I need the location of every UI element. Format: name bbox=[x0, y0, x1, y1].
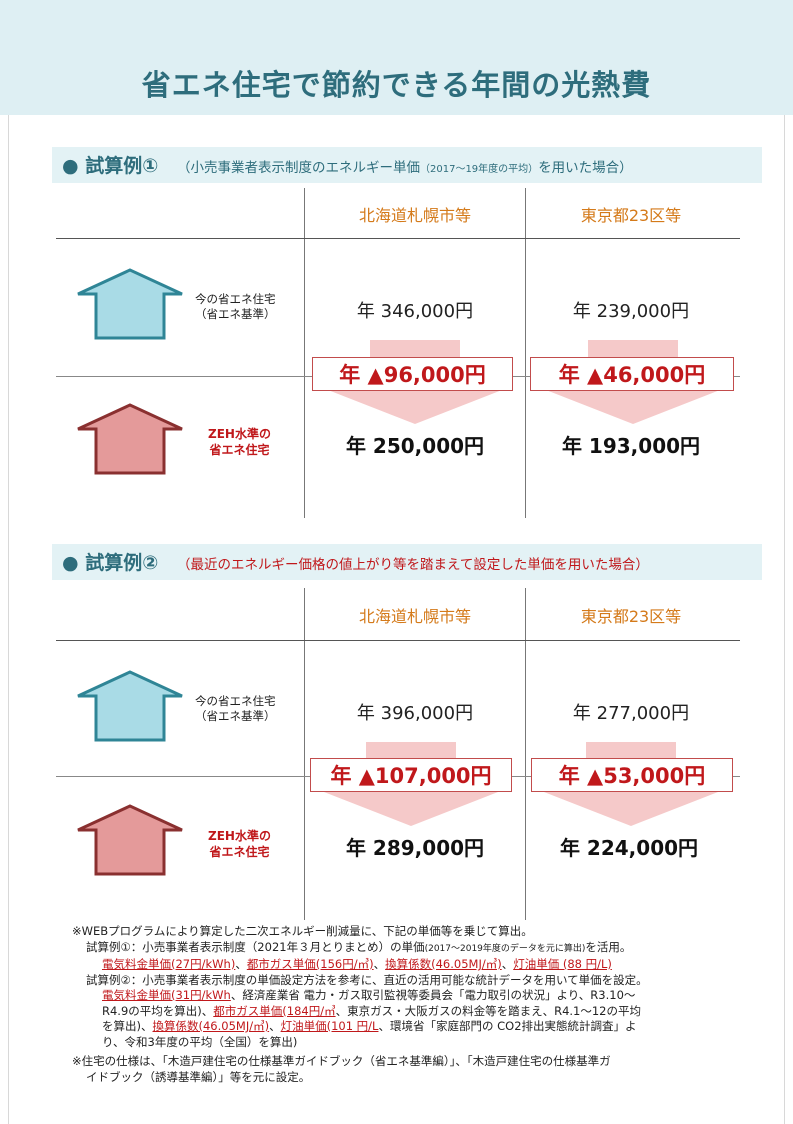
case2-heading: ● 試算例② bbox=[62, 552, 159, 574]
case1-col-sapporo: 北海道札幌市等 bbox=[358, 206, 471, 225]
case1-current-tokyo: 年 239,000円 bbox=[572, 301, 690, 322]
case1-zeh-tokyo: 年 193,000円 bbox=[561, 434, 701, 458]
case2-col-sapporo: 北海道札幌市等 bbox=[358, 607, 471, 626]
case2-divider-1 bbox=[304, 588, 305, 920]
case1-subtitle: （小売事業者表示制度のエネルギー単価（2017～19年度の平均）を用いた場合） bbox=[177, 160, 633, 176]
case1-zeh-sapporo: 年 250,000円 bbox=[345, 434, 485, 458]
case2-divider-2 bbox=[525, 588, 526, 920]
case1-current-label: 今の省エネ住宅 （省エネ基準） bbox=[195, 292, 276, 321]
note-case2-line4: を算出)、換算係数(46.05MJ/㎥)、灯油単価(101 円/L、環境省「家庭… bbox=[102, 1019, 637, 1033]
page-title: 省エネ住宅で節約できる年間の光熱費 bbox=[141, 68, 652, 102]
case1-saving-tokyo: 年 ▲46,000円 bbox=[530, 357, 734, 391]
case1-divider-2 bbox=[525, 188, 526, 518]
zeh-house-icon bbox=[77, 403, 183, 475]
note-case1: 試算例①：小売事業者表示制度（2021年３月とりまとめ）の単価(2017～201… bbox=[86, 939, 632, 954]
case1-heading: ● 試算例① bbox=[62, 155, 159, 177]
note-spec-1: ※住宅の仕様は、「木造戸建住宅の仕様基準ガイドブック（省エネ基準編）」、「木造戸… bbox=[72, 1054, 611, 1068]
note-case2-line3: R4.9の平均を算出)、都市ガス単価(184円/㎥、東京ガス・大阪ガスの料金等を… bbox=[102, 1003, 641, 1018]
note-case2-line2: 電気料金単価(31円/kWh、経済産業省 電力・ガス取引監視等委員会「電力取引の… bbox=[102, 988, 636, 1002]
case2-subtitle: （最近のエネルギー価格の値上がり等を踏まえて設定した単価を用いた場合） bbox=[177, 557, 649, 573]
case2-saving-tokyo: 年 ▲53,000円 bbox=[531, 758, 733, 792]
note-main: ※WEBプログラムにより算定した二次エネルギー削減量に、下記の単価等を乗じて算出… bbox=[72, 924, 533, 938]
note-spec-2: イドブック（誘導基準編）」等を元に設定。 bbox=[86, 1069, 311, 1084]
zeh-house-icon bbox=[77, 804, 183, 876]
case2-zeh-sapporo: 年 289,000円 bbox=[345, 836, 485, 860]
page-frame bbox=[8, 0, 785, 1124]
case2-col-tokyo: 東京都23区等 bbox=[580, 607, 682, 626]
footnotes: ※WEBプログラムにより算定した二次エネルギー削減量に、下記の単価等を乗じて算出… bbox=[72, 924, 752, 1085]
case2-zeh-tokyo: 年 224,000円 bbox=[559, 836, 699, 860]
case1-header-rule bbox=[56, 238, 740, 239]
note-case2-line5: り、令和3年度の平均（全国）を算出) bbox=[102, 1034, 298, 1049]
case2-saving-sapporo: 年 ▲107,000円 bbox=[310, 758, 512, 792]
note-case2: 試算例②：小売事業者表示制度の単価設定方法を参考に、直近の活用可能な統計データを… bbox=[86, 972, 648, 987]
title-band bbox=[0, 0, 793, 115]
case1-col-tokyo: 東京都23区等 bbox=[580, 206, 682, 225]
current-house-icon bbox=[77, 268, 183, 340]
case2-header-rule bbox=[56, 640, 740, 641]
case2-zeh-label: ZEH水準の 省エネ住宅 bbox=[208, 829, 271, 859]
case2-current-label: 今の省エネ住宅 （省エネ基準） bbox=[195, 694, 276, 723]
case1-current-sapporo: 年 346,000円 bbox=[356, 301, 474, 322]
case1-divider-1 bbox=[304, 188, 305, 518]
note-case1-units: 電気料金単価(27円/kWh)、都市ガス単価(156円/㎥)、換算係数(46.0… bbox=[102, 957, 612, 971]
case1-header: ● 試算例① （小売事業者表示制度のエネルギー単価（2017～19年度の平均）を… bbox=[52, 147, 762, 183]
case1-zeh-label: ZEH水準の 省エネ住宅 bbox=[208, 427, 271, 457]
case1-saving-sapporo: 年 ▲96,000円 bbox=[312, 357, 513, 391]
case2-header: ● 試算例② （最近のエネルギー価格の値上がり等を踏まえて設定した単価を用いた場… bbox=[52, 544, 762, 580]
case2-current-sapporo: 年 396,000円 bbox=[356, 703, 474, 724]
current-house-icon bbox=[77, 670, 183, 742]
case2-current-tokyo: 年 277,000円 bbox=[572, 703, 690, 724]
